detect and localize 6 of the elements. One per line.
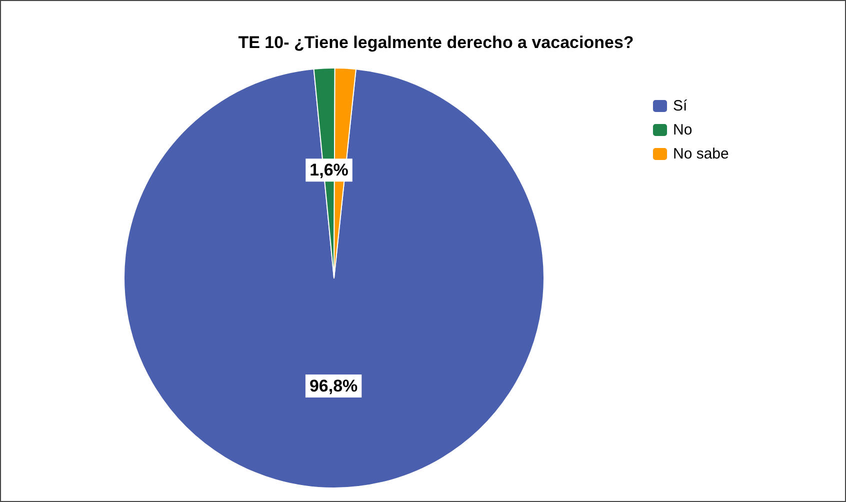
data-label: 1,6% (310, 160, 348, 180)
legend-label: No (673, 122, 692, 138)
legend-label: No sabe (673, 146, 729, 162)
chart-title: TE 10- ¿Tiene legalmente derecho a vacaciones? (238, 33, 634, 52)
data-label: 96,8% (309, 376, 358, 396)
legend-label: Sí (673, 98, 688, 114)
